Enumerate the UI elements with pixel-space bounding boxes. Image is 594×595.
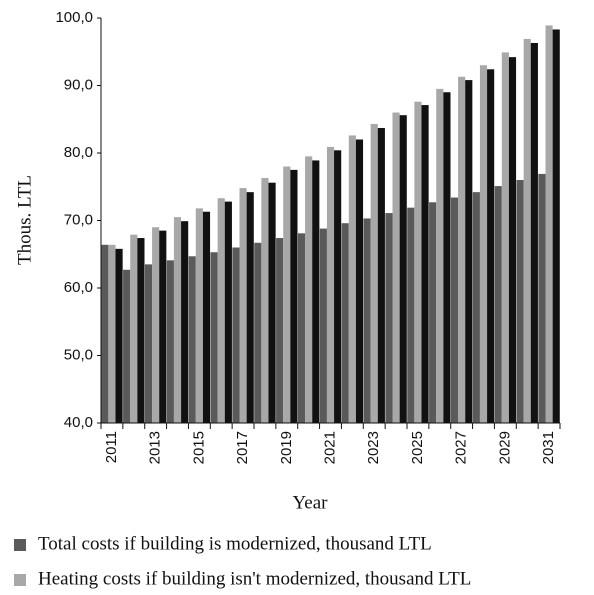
bar: [254, 242, 262, 423]
bar: [501, 52, 509, 424]
bar: [436, 88, 444, 423]
bar: [130, 234, 138, 423]
bar: [137, 238, 145, 423]
legend-swatch: [14, 539, 26, 551]
bar: [239, 188, 247, 423]
bar: [392, 112, 400, 423]
x-tick-label: 2015: [190, 431, 207, 464]
legend-label: Heating costs if building isn't moderniz…: [38, 568, 471, 589]
bar: [297, 233, 306, 423]
bar: [341, 223, 349, 423]
bar: [429, 202, 437, 423]
bar: [334, 150, 342, 424]
y-tick-label: 80,0: [64, 144, 93, 161]
bar: [319, 228, 327, 423]
bar: [385, 213, 393, 423]
bar: [363, 218, 371, 423]
bar: [210, 252, 218, 423]
bar: [290, 169, 298, 423]
bar: [552, 29, 560, 423]
bar: [414, 101, 422, 423]
legend-swatch: [14, 574, 26, 586]
bar: [261, 177, 269, 423]
bar: [545, 25, 553, 424]
x-tick-label: 2011: [103, 431, 120, 463]
y-tick-label: 60,0: [64, 279, 93, 296]
bar: [479, 65, 488, 423]
bar: [465, 80, 473, 423]
bar: [101, 244, 109, 423]
bar: [348, 135, 356, 423]
bar: [195, 208, 203, 423]
y-tick-label: 70,0: [64, 211, 93, 228]
bar: [494, 186, 502, 423]
bar: [188, 256, 196, 423]
bar: [166, 260, 174, 423]
bar: [443, 92, 451, 423]
bar: [312, 160, 320, 424]
y-tick-label: 40,0: [64, 414, 93, 431]
bar: [246, 192, 254, 423]
y-tick-label: 100,0: [55, 9, 93, 26]
bar: [450, 197, 459, 423]
bar: [217, 198, 225, 423]
x-tick-label: 2013: [147, 431, 164, 464]
bar: [173, 217, 182, 423]
bar: [202, 211, 211, 423]
x-tick-label: 2027: [453, 431, 470, 464]
bar: [472, 192, 480, 423]
bar: [152, 227, 160, 423]
bar: [276, 238, 284, 423]
x-tick-label: 2017: [234, 431, 251, 464]
x-tick-label: 2021: [321, 431, 338, 464]
bar: [283, 166, 291, 423]
bar: [305, 156, 313, 423]
bar: [370, 123, 378, 423]
bar: [108, 244, 116, 423]
bar: [407, 207, 415, 423]
bar: [487, 69, 495, 424]
bar: [268, 182, 276, 423]
x-tick-label: 2031: [540, 431, 557, 464]
bar: [144, 264, 153, 423]
bar: [523, 38, 531, 424]
legend-label: Total costs if building is modernized, t…: [38, 533, 432, 554]
x-axis-label: Year: [292, 492, 328, 513]
bar: [538, 173, 546, 423]
bar: [232, 247, 240, 423]
bar: [530, 42, 538, 423]
bar: [377, 128, 385, 423]
bar: [123, 269, 131, 423]
bar: [224, 201, 232, 423]
x-tick-label: 2023: [365, 431, 382, 464]
bar: [399, 115, 407, 423]
bar: [516, 180, 524, 423]
y-axis-label: Thous. LTL: [14, 175, 35, 265]
bar: [115, 248, 123, 423]
bar: [159, 230, 167, 423]
bar: [355, 139, 364, 423]
x-tick-label: 2025: [409, 431, 426, 464]
y-tick-label: 50,0: [64, 346, 93, 363]
bar: [458, 76, 466, 423]
bar: [508, 57, 517, 424]
bar: [421, 105, 429, 423]
x-tick-label: 2019: [278, 431, 295, 464]
bar: [181, 221, 189, 423]
y-tick-label: 90,0: [64, 76, 93, 93]
bar: [326, 146, 335, 424]
x-tick-label: 2029: [496, 431, 513, 464]
